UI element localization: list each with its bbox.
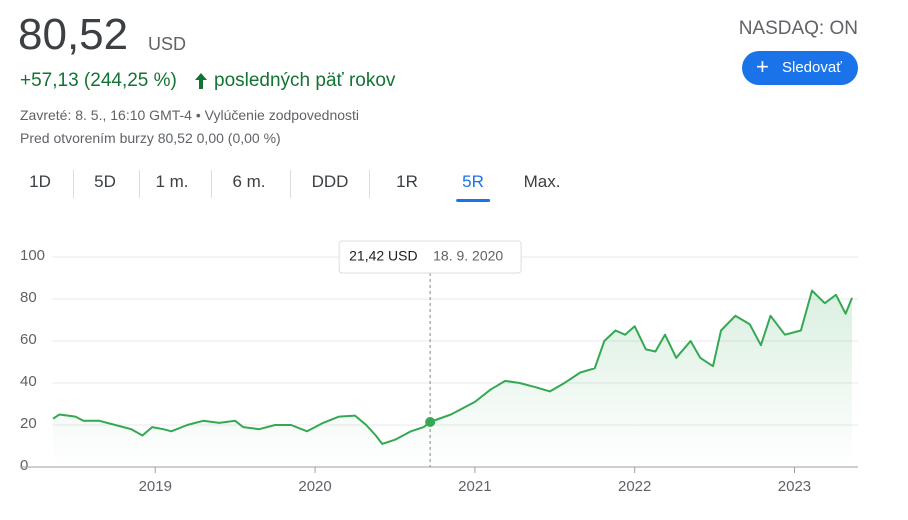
range-tab[interactable]: 1D xyxy=(29,172,51,191)
range-tab[interactable]: DDD xyxy=(311,172,349,191)
active-underline xyxy=(456,199,490,202)
y-tick-label: 20 xyxy=(20,415,37,432)
exchange: NASDAQ: ON xyxy=(738,18,858,39)
disclaimer-link[interactable]: Vylúčenie zodpovednosti xyxy=(204,107,360,123)
hover-point xyxy=(425,417,436,428)
tooltip-box xyxy=(338,240,522,274)
up-arrow xyxy=(195,73,207,89)
tooltip: 21,42 USD 18. 9. 2020 xyxy=(338,240,522,274)
x-tick-label: 2021 xyxy=(458,478,491,495)
range-tab[interactable]: 1R xyxy=(396,172,418,191)
y-tick-label: 0 xyxy=(20,457,28,474)
follow-button[interactable]: + Sledovať xyxy=(742,51,858,85)
tab-separator xyxy=(138,170,140,198)
range-tab[interactable]: 6 m. xyxy=(232,172,266,191)
y-tick-label: 80 xyxy=(20,289,37,306)
follow-label: Sledovať xyxy=(782,59,842,76)
tab-separator xyxy=(210,170,212,198)
closed-info: Zavreté: 8. 5., 16:10 GMT-4 • Vylúčenie … xyxy=(20,107,359,123)
x-tick-label: 2023 xyxy=(778,478,811,495)
change: +57,13 (244,25 %) xyxy=(20,70,177,91)
area-shade xyxy=(53,290,852,467)
price: 80,52 xyxy=(18,10,129,59)
closed-text: Zavreté: 8. 5., 16:10 GMT-4 • xyxy=(20,107,201,123)
x-tick-label: 2020 xyxy=(298,478,331,495)
range-tab[interactable]: Max. xyxy=(523,172,561,191)
range-tab[interactable]: 5D xyxy=(94,172,116,191)
tab-separator xyxy=(72,170,74,198)
premarket: Pred otvorením burzy 80,52 0,00 (0,00 %) xyxy=(20,130,281,146)
y-tick-label: 60 xyxy=(20,331,37,348)
x-tick-label: 2019 xyxy=(139,478,172,495)
chart: 0 20 40 60 80 100 2019 2020 2021 2022 2023 21,42 US… xyxy=(20,240,858,495)
y-tick-label: 100 xyxy=(20,247,45,264)
x-tick-label: 2022 xyxy=(618,478,651,495)
y-tick-label: 40 xyxy=(20,373,37,390)
range-tab[interactable]: 1 m. xyxy=(155,172,189,191)
period: posledných päť rokov xyxy=(214,70,396,91)
tab-separator xyxy=(368,170,370,198)
tooltip-date: 18. 9. 2020 xyxy=(433,248,503,264)
tab-separator xyxy=(289,170,291,198)
tooltip-price: 21,42 USD xyxy=(349,248,417,264)
plus-icon: + xyxy=(756,54,769,79)
range-tab[interactable]: 5R xyxy=(456,172,490,202)
price-line xyxy=(52,289,853,445)
currency: USD xyxy=(148,34,187,54)
